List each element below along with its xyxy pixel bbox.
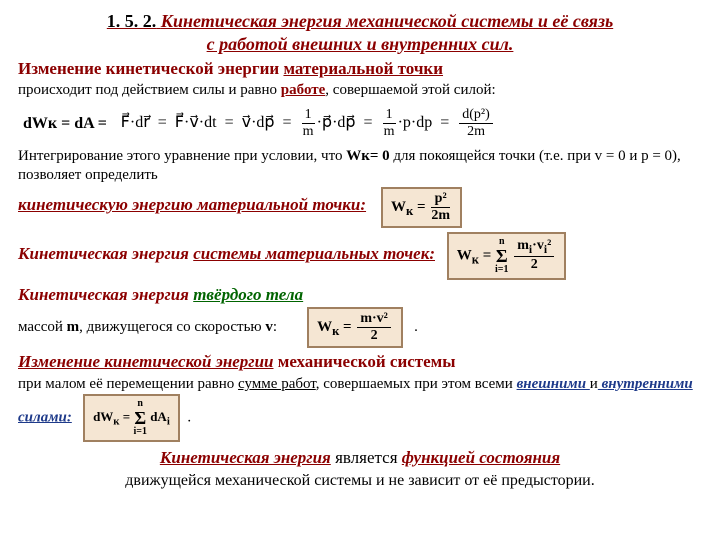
- formula-solid: Wк = m·v²2: [307, 307, 403, 348]
- heading-change-a: Изменение кинетической энергии: [18, 59, 279, 78]
- p3-b: , совершаемых при этом всеми: [316, 376, 517, 392]
- hso-b: твёрдого тела: [193, 285, 303, 304]
- hs-a: Кинетическая энергия: [18, 244, 193, 263]
- paragraph-1: происходит под действием силы и равно ра…: [18, 81, 702, 100]
- section-number: 1. 5. 2.: [107, 11, 157, 31]
- heading-change2: Изменение кинетической энергии механичес…: [18, 351, 702, 373]
- pm-b: , движущегося со скоростью: [79, 319, 265, 335]
- eq-left: dWк = dA =: [18, 112, 112, 136]
- row-solid-mass: массой m, движущегося со скоростью v: Wк…: [18, 307, 702, 348]
- heading-point: кинетическую энергию материальной точки:: [18, 195, 366, 214]
- final-paragraph: движущейся механической системы и не зав…: [18, 471, 702, 491]
- concl-a: Кинетическая энергия: [160, 448, 331, 467]
- hs-b: системы материальных точек:: [193, 244, 435, 263]
- p3-and: и: [590, 376, 598, 392]
- heading-change: Изменение кинетической энергии материаль…: [18, 58, 702, 79]
- hc2-a: Изменение кинетической энергии: [18, 352, 274, 371]
- heading-system: Кинетическая энергия системы материальны…: [18, 244, 439, 263]
- hc2-b: механической системы: [274, 352, 456, 371]
- heading-change-b: материальной точки: [283, 59, 443, 78]
- row-solid-heading: Кинетическая энергия твёрдого тела: [18, 284, 702, 306]
- p1-text-b: , совершаемой этой силой:: [325, 82, 495, 98]
- pm-m: m: [67, 319, 80, 335]
- pm-v: v: [265, 319, 273, 335]
- concl-c: функцией состояния: [402, 448, 560, 467]
- pm-c: :: [273, 319, 277, 335]
- paragraph-2: Интегрирование этого уравнение при услов…: [18, 147, 702, 185]
- eq-chain: F⃗·dr⃗ = F⃗·v⃗·dt = v⃗·dp⃗ = 1m·p⃗·dp⃗ =…: [116, 106, 500, 141]
- p3-sum: сумме работ: [238, 376, 316, 392]
- p2-a: Интегрирование этого уравнение при услов…: [18, 148, 346, 164]
- p1-work: работе: [281, 82, 325, 98]
- formula-point: Wк = p²2m: [381, 187, 462, 228]
- hso-a: Кинетическая энергия: [18, 285, 193, 304]
- conclusion-line: Кинетическая энергия является функцией с…: [18, 447, 702, 469]
- heading-solid: Кинетическая энергия твёрдого тела: [18, 285, 303, 304]
- main-equation: dWк = dA = F⃗·dr⃗ = F⃗·v⃗·dt = v⃗·dp⃗ = …: [18, 106, 702, 141]
- p-final: движущейся механической системы и не зав…: [125, 472, 594, 489]
- paragraph-3: при малом её перемещении равно сумме раб…: [18, 375, 702, 442]
- formula-system: Wк = nΣi=1 mi·vi²2: [447, 232, 567, 280]
- formula-work-sum: dWк = nΣi=1 dAi: [83, 394, 180, 442]
- p3-a: при малом её перемещении равно: [18, 376, 238, 392]
- pm-a: массой: [18, 319, 67, 335]
- concl-b: является: [331, 448, 402, 467]
- p1-text-a: происходит под действием силы и равно: [18, 82, 281, 98]
- main-title: 1. 5. 2. Кинетическая энергия механическ…: [18, 10, 702, 55]
- row-point-energy: кинетическую энергию материальной точки:…: [18, 187, 702, 228]
- title-line1: Кинетическая энергия механической систем…: [161, 11, 613, 31]
- title-line2: с работой внешних и внутренних сил.: [207, 34, 514, 54]
- p2-wk: Wк= 0: [346, 148, 389, 164]
- p3-ext: внешними: [517, 376, 590, 392]
- row-system-energy: Кинетическая энергия системы материальны…: [18, 232, 702, 280]
